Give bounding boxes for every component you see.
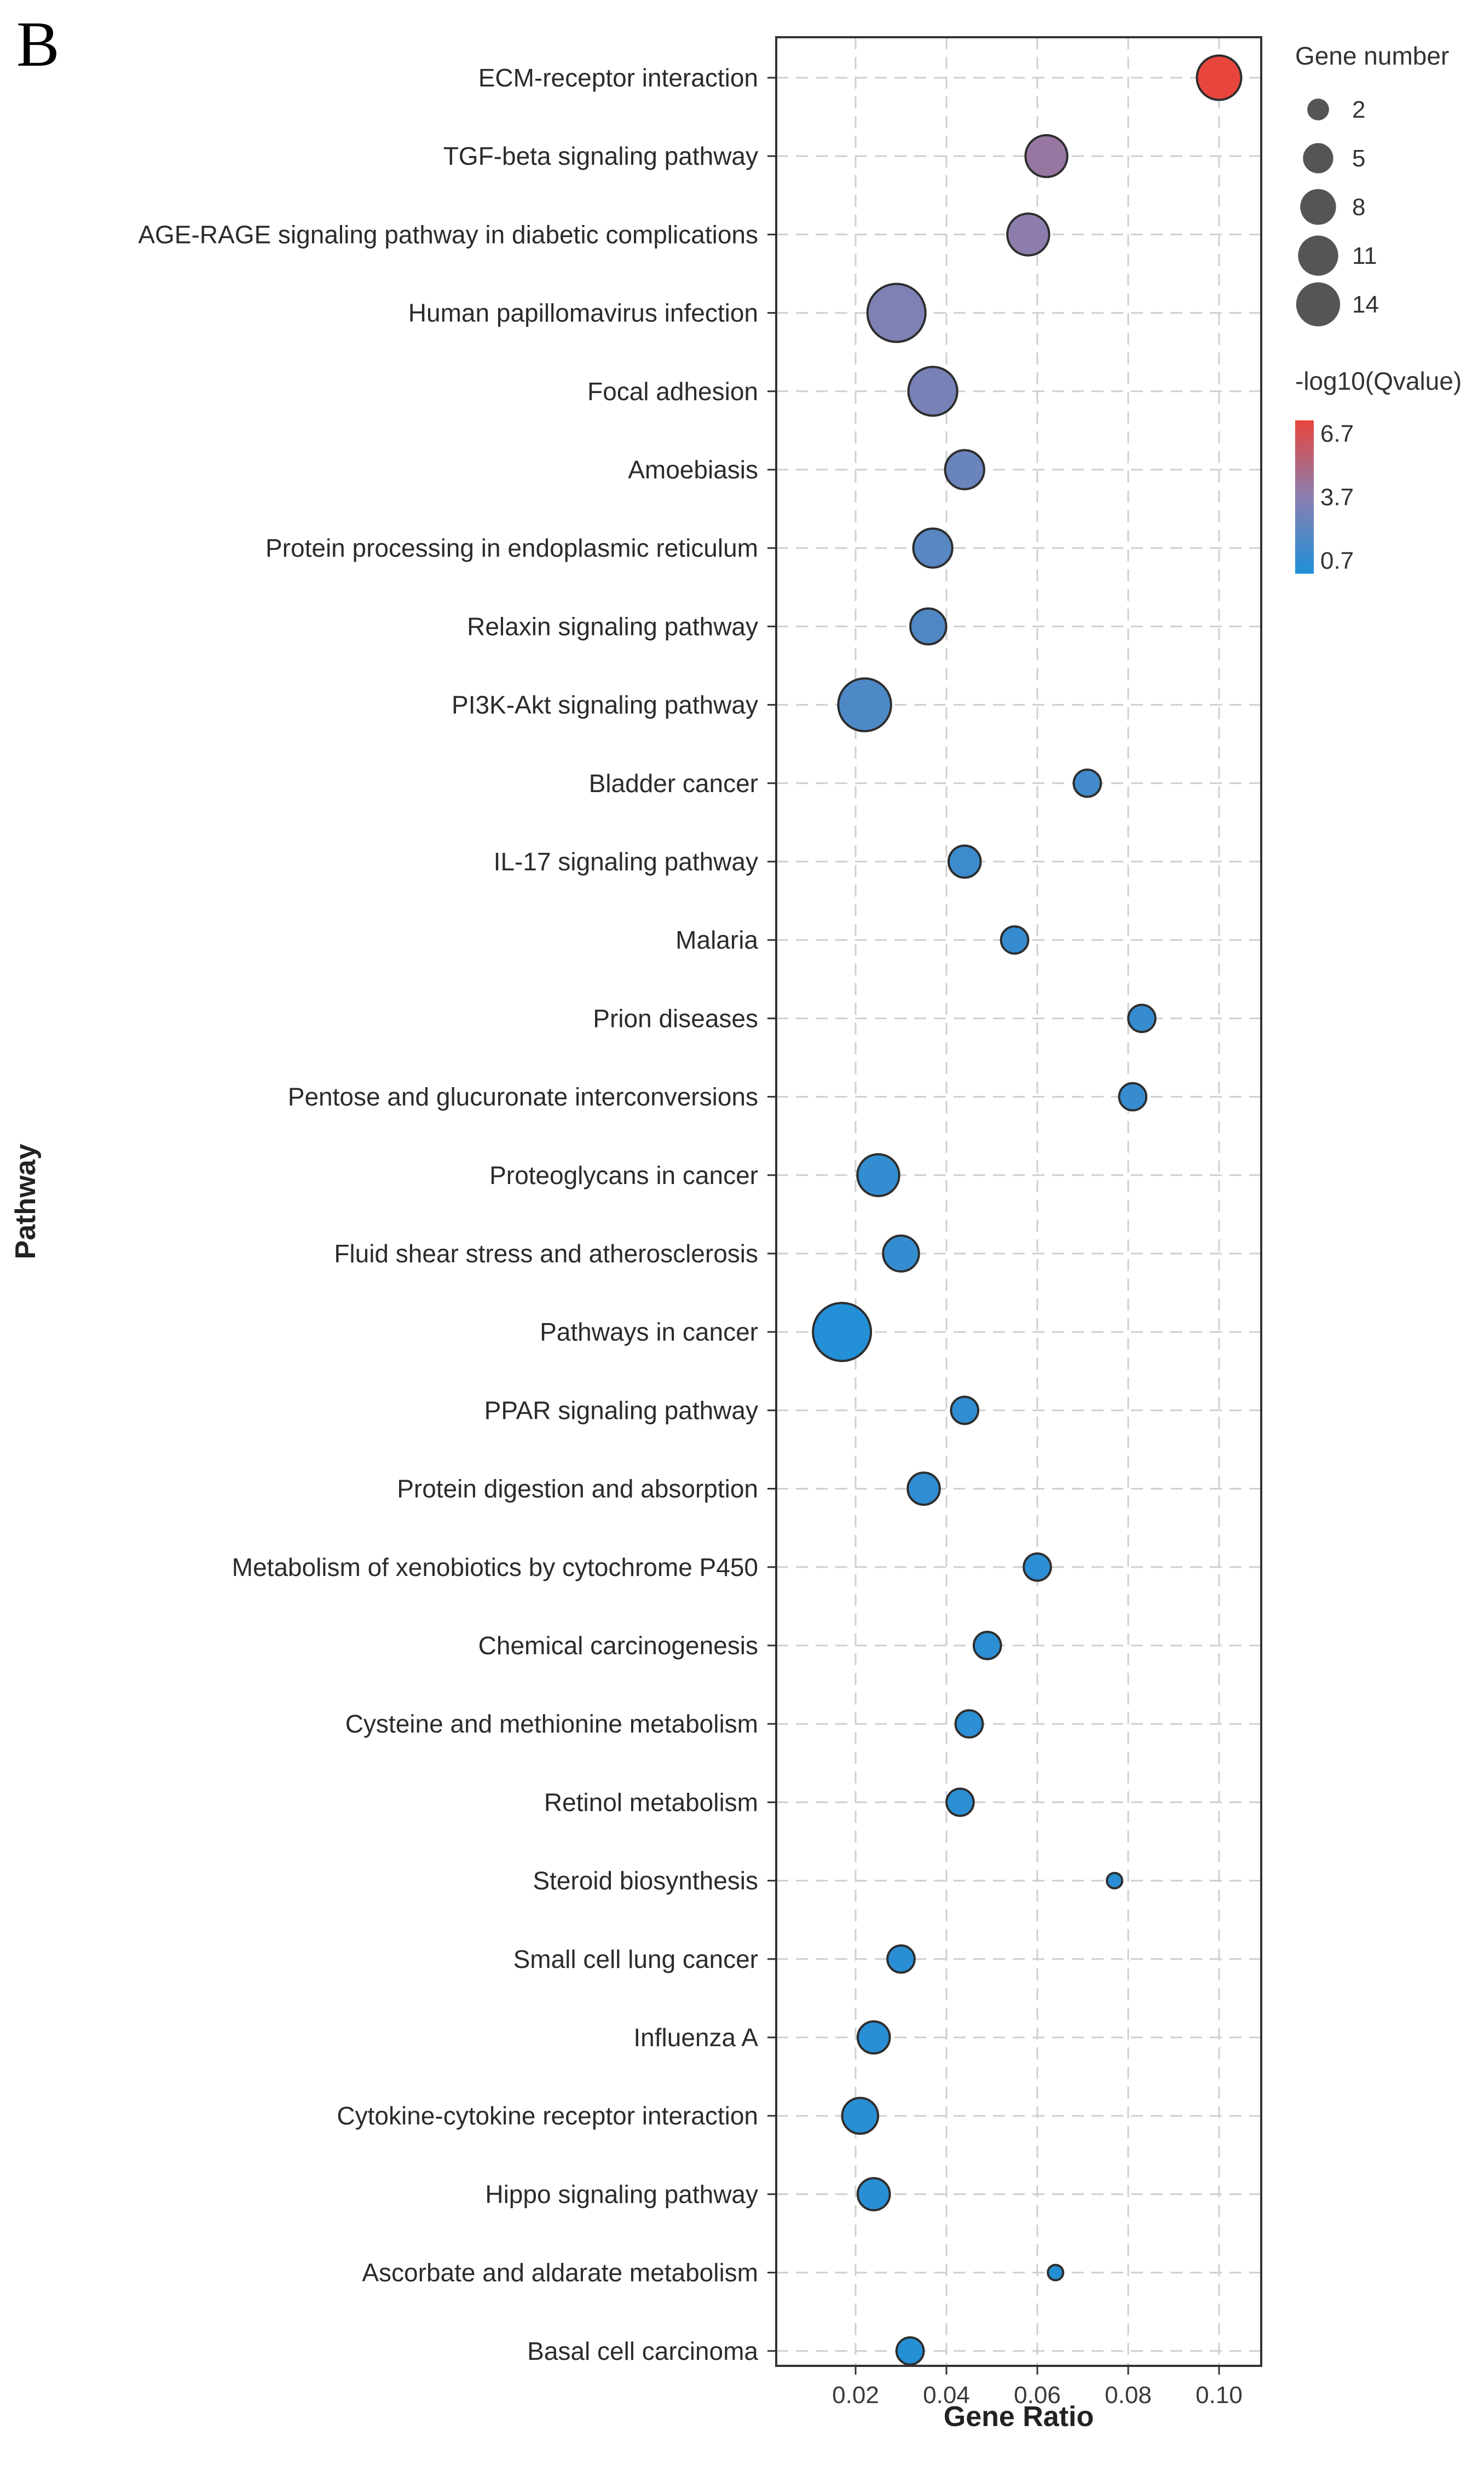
bubble (1023, 1552, 1052, 1582)
pathway-label: Cysteine and methionine metabolism (345, 1710, 758, 1738)
panel-letter: B (16, 8, 60, 80)
pathway-label: Basal cell carcinoma (527, 2337, 758, 2365)
pathway-label: PI3K-Akt signaling pathway (452, 691, 758, 719)
pathway-labels: ECM-receptor interaction TGF-beta signali… (138, 63, 776, 2365)
x-tick-label: 0.02 (832, 2382, 879, 2409)
size-legend-dot (1296, 282, 1341, 327)
pathway-label: Protein digestion and absorption (397, 1475, 758, 1503)
size-legend-dot (1298, 235, 1338, 276)
pathway-label: Prion diseases (593, 1004, 758, 1032)
pathway-label: AGE-RAGE signaling pathway in diabetic c… (138, 220, 758, 249)
pathway-label: IL-17 signaling pathway (494, 847, 758, 876)
pathway-label: PPAR signaling pathway (484, 1396, 758, 1424)
pathway-label: Metabolism of xenobiotics by cytochrome … (232, 1553, 758, 1581)
bubble (944, 449, 985, 490)
color-legend-title: -log10(Qvalue) (1295, 367, 1462, 395)
size-legend-label: 8 (1352, 194, 1365, 221)
size-legend-dot (1307, 99, 1329, 120)
bubble (1006, 212, 1050, 257)
x-tick-label: 0.04 (923, 2382, 970, 2409)
pathway-label: Hippo signaling pathway (485, 2180, 758, 2208)
bubble (866, 282, 927, 343)
size-legend-label: 2 (1352, 96, 1365, 123)
pathway-label: ECM-receptor interaction (478, 63, 758, 92)
bubble (907, 366, 958, 417)
y-axis-title: Pathway (10, 1144, 42, 1259)
size-legend-title: Gene number (1295, 42, 1449, 70)
color-legend-label: 0.7 (1320, 547, 1354, 574)
plot-frame (775, 36, 1262, 2367)
bubble (1127, 1003, 1157, 1033)
size-legend-dot (1303, 143, 1333, 174)
bubble (950, 1395, 980, 1425)
pathway-label: Small cell lung cancer (513, 1945, 758, 1973)
bubble (1196, 54, 1243, 101)
bubble (895, 2336, 925, 2366)
x-tick-labels: 0.02 0.04 0.06 0.08 0.10 (832, 2366, 1243, 2409)
bubble (882, 1234, 920, 1273)
bubble (947, 844, 982, 879)
color-legend-labels: 6.7 3.7 0.7 (1314, 420, 1354, 574)
bubble (841, 2097, 880, 2135)
x-tick-label: 0.10 (1196, 2382, 1243, 2409)
pathway-label: Influenza A (633, 2023, 758, 2052)
pathway-label: Proteoglycans in cancer (489, 1161, 758, 1189)
bubble (1072, 768, 1102, 798)
x-axis-title: Gene Ratio (944, 2401, 1094, 2433)
bubble (972, 1631, 1002, 1660)
pathway-label: Retinol metabolism (544, 1788, 758, 1816)
pathway-label: Chemical carcinogenesis (478, 1631, 758, 1660)
bubble (812, 1302, 873, 1362)
pathway-label: Human papillomavirus infection (408, 299, 758, 327)
bubble (1000, 925, 1030, 955)
pathway-label: Ascorbate and aldarate metabolism (362, 2259, 758, 2287)
color-legend-bar (1295, 420, 1314, 574)
size-legend-label: 11 (1352, 242, 1377, 269)
size-legend-label: 14 (1352, 291, 1379, 318)
size-legend-label: 5 (1352, 145, 1365, 172)
bubble (1047, 2263, 1065, 2282)
pathway-label: Relaxin signaling pathway (467, 612, 758, 640)
pathway-label: TGF-beta signaling pathway (443, 142, 758, 170)
pathway-label: Bladder cancer (589, 769, 758, 798)
pathway-label: Protein processing in endoplasmic reticu… (265, 534, 758, 562)
bubble (954, 1709, 984, 1739)
pathway-label: Steroid biosynthesis (533, 1867, 758, 1895)
bubble (906, 1471, 941, 1506)
size-legend-dot (1300, 189, 1336, 225)
size-legend: 2 5 8 11 14 (1296, 96, 1379, 327)
bubble (856, 2020, 891, 2055)
bubbles (812, 54, 1243, 2366)
bubble (1118, 1082, 1148, 1112)
pathway-label: Focal adhesion (587, 377, 758, 406)
pathway-label: Pathways in cancer (540, 1318, 758, 1346)
x-tick-label: 0.08 (1105, 2382, 1152, 2409)
bubble (856, 1153, 900, 1197)
pathway-label: Malaria (675, 926, 758, 954)
grid-lines (776, 37, 1261, 2366)
bubble (1024, 134, 1069, 178)
x-tick-label: 0.06 (1014, 2382, 1061, 2409)
pathway-label: Fluid shear stress and atherosclerosis (334, 1239, 758, 1268)
pathway-label: Pentose and glucuronate interconversions (288, 1083, 758, 1111)
bubble (886, 1944, 916, 1974)
bubble (856, 2177, 891, 2211)
color-legend-label: 3.7 (1320, 484, 1354, 511)
bubble (945, 1787, 975, 1817)
bubble (912, 527, 954, 569)
bubble (1106, 1872, 1124, 1890)
pathway-label: Cytokine-cytokine receptor interaction (337, 2101, 758, 2130)
pathway-label: Amoebiasis (628, 455, 758, 484)
color-legend-label: 6.7 (1320, 420, 1354, 447)
bubble (909, 607, 948, 646)
bubble (837, 677, 892, 732)
